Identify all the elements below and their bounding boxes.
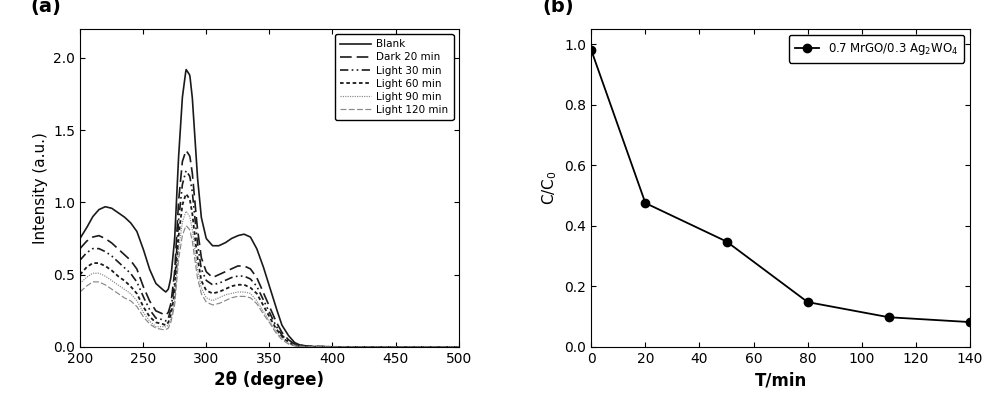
Line: Light 30 min: Light 30 min [80,171,459,347]
Dark 20 min [180,148,192,153]
Light 90 min [401,344,413,349]
Light 90 min [180,209,192,214]
Light 30 min [316,344,328,349]
Blank [180,67,192,72]
Dark 20 min [74,246,86,251]
Y-axis label: C/C$_0$: C/C$_0$ [540,171,559,205]
Light 60 min [294,344,306,349]
Light 60 min [180,191,192,196]
X-axis label: 2θ (degree): 2θ (degree) [214,371,324,389]
Light 60 min [74,272,86,277]
Dark 20 min [401,344,413,349]
Light 90 min [453,344,465,349]
Dark 20 min [362,344,374,349]
Light 60 min [453,344,465,349]
Light 120 min [180,223,192,228]
Dark 20 min [453,344,465,349]
Light 120 min [327,344,339,349]
Light 120 min [401,344,413,349]
Light 120 min [74,290,86,294]
0.7 MrGO/0.3 Ag$_2$WO$_4$ [802,299,814,304]
Blank [316,344,328,349]
Line: Light 120 min: Light 120 min [80,225,459,347]
Blank [453,344,465,349]
Light 90 min [316,344,328,349]
Dark 20 min [97,235,109,240]
Blank [327,344,339,349]
Light 90 min [362,344,374,349]
0.7 MrGO/0.3 Ag$_2$WO$_4$ [585,47,597,52]
Blank [401,344,413,349]
Light 60 min [304,344,316,349]
Y-axis label: Intensity (a.u.): Intensity (a.u.) [33,132,48,244]
Light 120 min [294,344,306,349]
Dark 20 min [304,344,316,349]
0.7 MrGO/0.3 Ag$_2$WO$_4$ [964,320,976,325]
Blank [294,343,306,348]
Light 120 min [97,281,109,286]
Text: (b): (b) [542,0,574,16]
Dark 20 min [294,342,306,347]
Light 90 min [294,344,306,349]
Blank [97,205,109,210]
Dark 20 min [316,344,328,349]
Light 120 min [362,344,374,349]
Light 120 min [316,344,328,349]
Light 30 min [304,344,316,349]
Light 30 min [327,344,339,349]
Light 60 min [401,344,413,349]
Legend: Blank, Dark 20 min, Light 30 min, Light 60 min, Light 90 min, Light 120 min: Blank, Dark 20 min, Light 30 min, Light … [335,34,454,120]
0.7 MrGO/0.3 Ag$_2$WO$_4$ [721,239,733,244]
X-axis label: T/min: T/min [755,371,807,389]
Light 30 min [453,344,465,349]
Blank [74,236,86,241]
Light 30 min [401,344,413,349]
0.7 MrGO/0.3 Ag$_2$WO$_4$ [883,315,895,320]
Light 90 min [304,344,316,349]
Line: Blank: Blank [80,69,459,347]
Light 60 min [362,344,374,349]
Line: Light 60 min: Light 60 min [80,194,459,347]
Text: (a): (a) [31,0,62,16]
Blank [362,344,374,349]
Legend: 0.7 MrGO/0.3 Ag$_2$WO$_4$: 0.7 MrGO/0.3 Ag$_2$WO$_4$ [789,35,964,63]
Light 90 min [74,281,86,286]
Light 30 min [362,344,374,349]
Light 30 min [97,248,109,253]
Light 60 min [316,344,328,349]
Light 60 min [97,263,109,268]
Light 120 min [453,344,465,349]
Line: Light 90 min: Light 90 min [80,211,459,347]
Light 120 min [304,344,316,349]
Dark 20 min [327,344,339,349]
Light 90 min [97,273,109,278]
Blank [304,344,316,349]
Light 30 min [180,168,192,173]
Light 30 min [74,258,86,263]
Light 90 min [327,344,339,349]
Light 60 min [327,344,339,349]
Light 30 min [294,343,306,348]
0.7 MrGO/0.3 Ag$_2$WO$_4$ [639,201,651,206]
Line: Dark 20 min: Dark 20 min [80,150,459,347]
Line: 0.7 MrGO/0.3 Ag$_2$WO$_4$: 0.7 MrGO/0.3 Ag$_2$WO$_4$ [587,46,974,326]
